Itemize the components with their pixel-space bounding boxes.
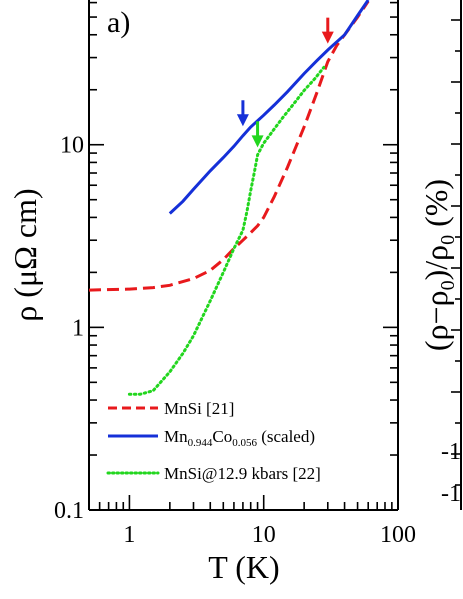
legend: MnSi [21] Mn0.944Co0.056 (scaled) MnSi@1… — [106, 399, 321, 483]
panel-b-tick-label: -1 — [441, 439, 461, 465]
x-axis-label: T (K) — [208, 549, 279, 585]
panel-b-ylabel-close: (%) — [418, 179, 454, 235]
arrow-layer — [236, 17, 334, 148]
x-tick-label: 100 — [380, 522, 416, 548]
y-axis-label: ρ (μΩ cm) — [7, 188, 43, 321]
legend-entry-mnsi: MnSi [21] — [108, 399, 234, 418]
series-line-2 — [127, 65, 326, 396]
legend-co-sub: 0.056 — [232, 437, 257, 449]
y-tick-label: 1 — [72, 315, 84, 341]
series-line-1 — [168, 0, 370, 215]
y-tick-labels: 0.1 1 10 — [54, 133, 84, 524]
legend-label-mnsi: MnSi [21] — [164, 399, 234, 418]
legend-co: Co — [212, 427, 232, 446]
legend-mn: Mn — [164, 427, 188, 446]
arrow-head-0 — [236, 114, 249, 127]
legend-label-mnsi-pressure: MnSi@12.9 kbars [22] — [164, 464, 321, 483]
x-tick-label: 10 — [252, 522, 276, 548]
x-tick-label: 1 — [123, 522, 135, 548]
panel-b-ticks — [451, 19, 461, 486]
panel-b-ylabel-open: (ρ−ρ — [418, 290, 454, 351]
legend-entry-mnco: Mn0.944Co0.056 (scaled) — [108, 427, 315, 449]
panel-b-ylabel-sub2: 0 — [437, 235, 459, 245]
legend-label-mnco: Mn0.944Co0.056 (scaled) — [164, 427, 315, 449]
panel-b-y-label: (ρ−ρ0)/ρ0 (%) — [418, 179, 459, 351]
series-line-0 — [89, 0, 370, 292]
plot-frame — [88, 0, 399, 511]
panel-b-ylabel-mid: )/ρ — [418, 245, 454, 281]
series-layer — [89, 0, 370, 396]
panel-b-tick-label-2: -1 — [441, 481, 461, 507]
arrow-head-1 — [251, 135, 264, 148]
x-tick-labels: 1 10 100 — [123, 522, 416, 548]
panel-b-ylabel-sub1: 0 — [437, 280, 459, 290]
panel-label: a) — [107, 6, 130, 39]
y-tick-label: 10 — [60, 133, 84, 159]
legend-suffix: (scaled) — [257, 427, 315, 446]
arrow-head-2 — [321, 31, 334, 44]
axis-ticks — [88, 1, 399, 511]
legend-entry-mnsi-pressure: MnSi@12.9 kbars [22] — [106, 464, 321, 483]
y-tick-label: 0.1 — [54, 498, 84, 524]
legend-mn-sub: 0.944 — [188, 437, 213, 449]
panel-b-partial: (ρ−ρ0)/ρ0 (%) -1 -1 — [418, 0, 462, 510]
